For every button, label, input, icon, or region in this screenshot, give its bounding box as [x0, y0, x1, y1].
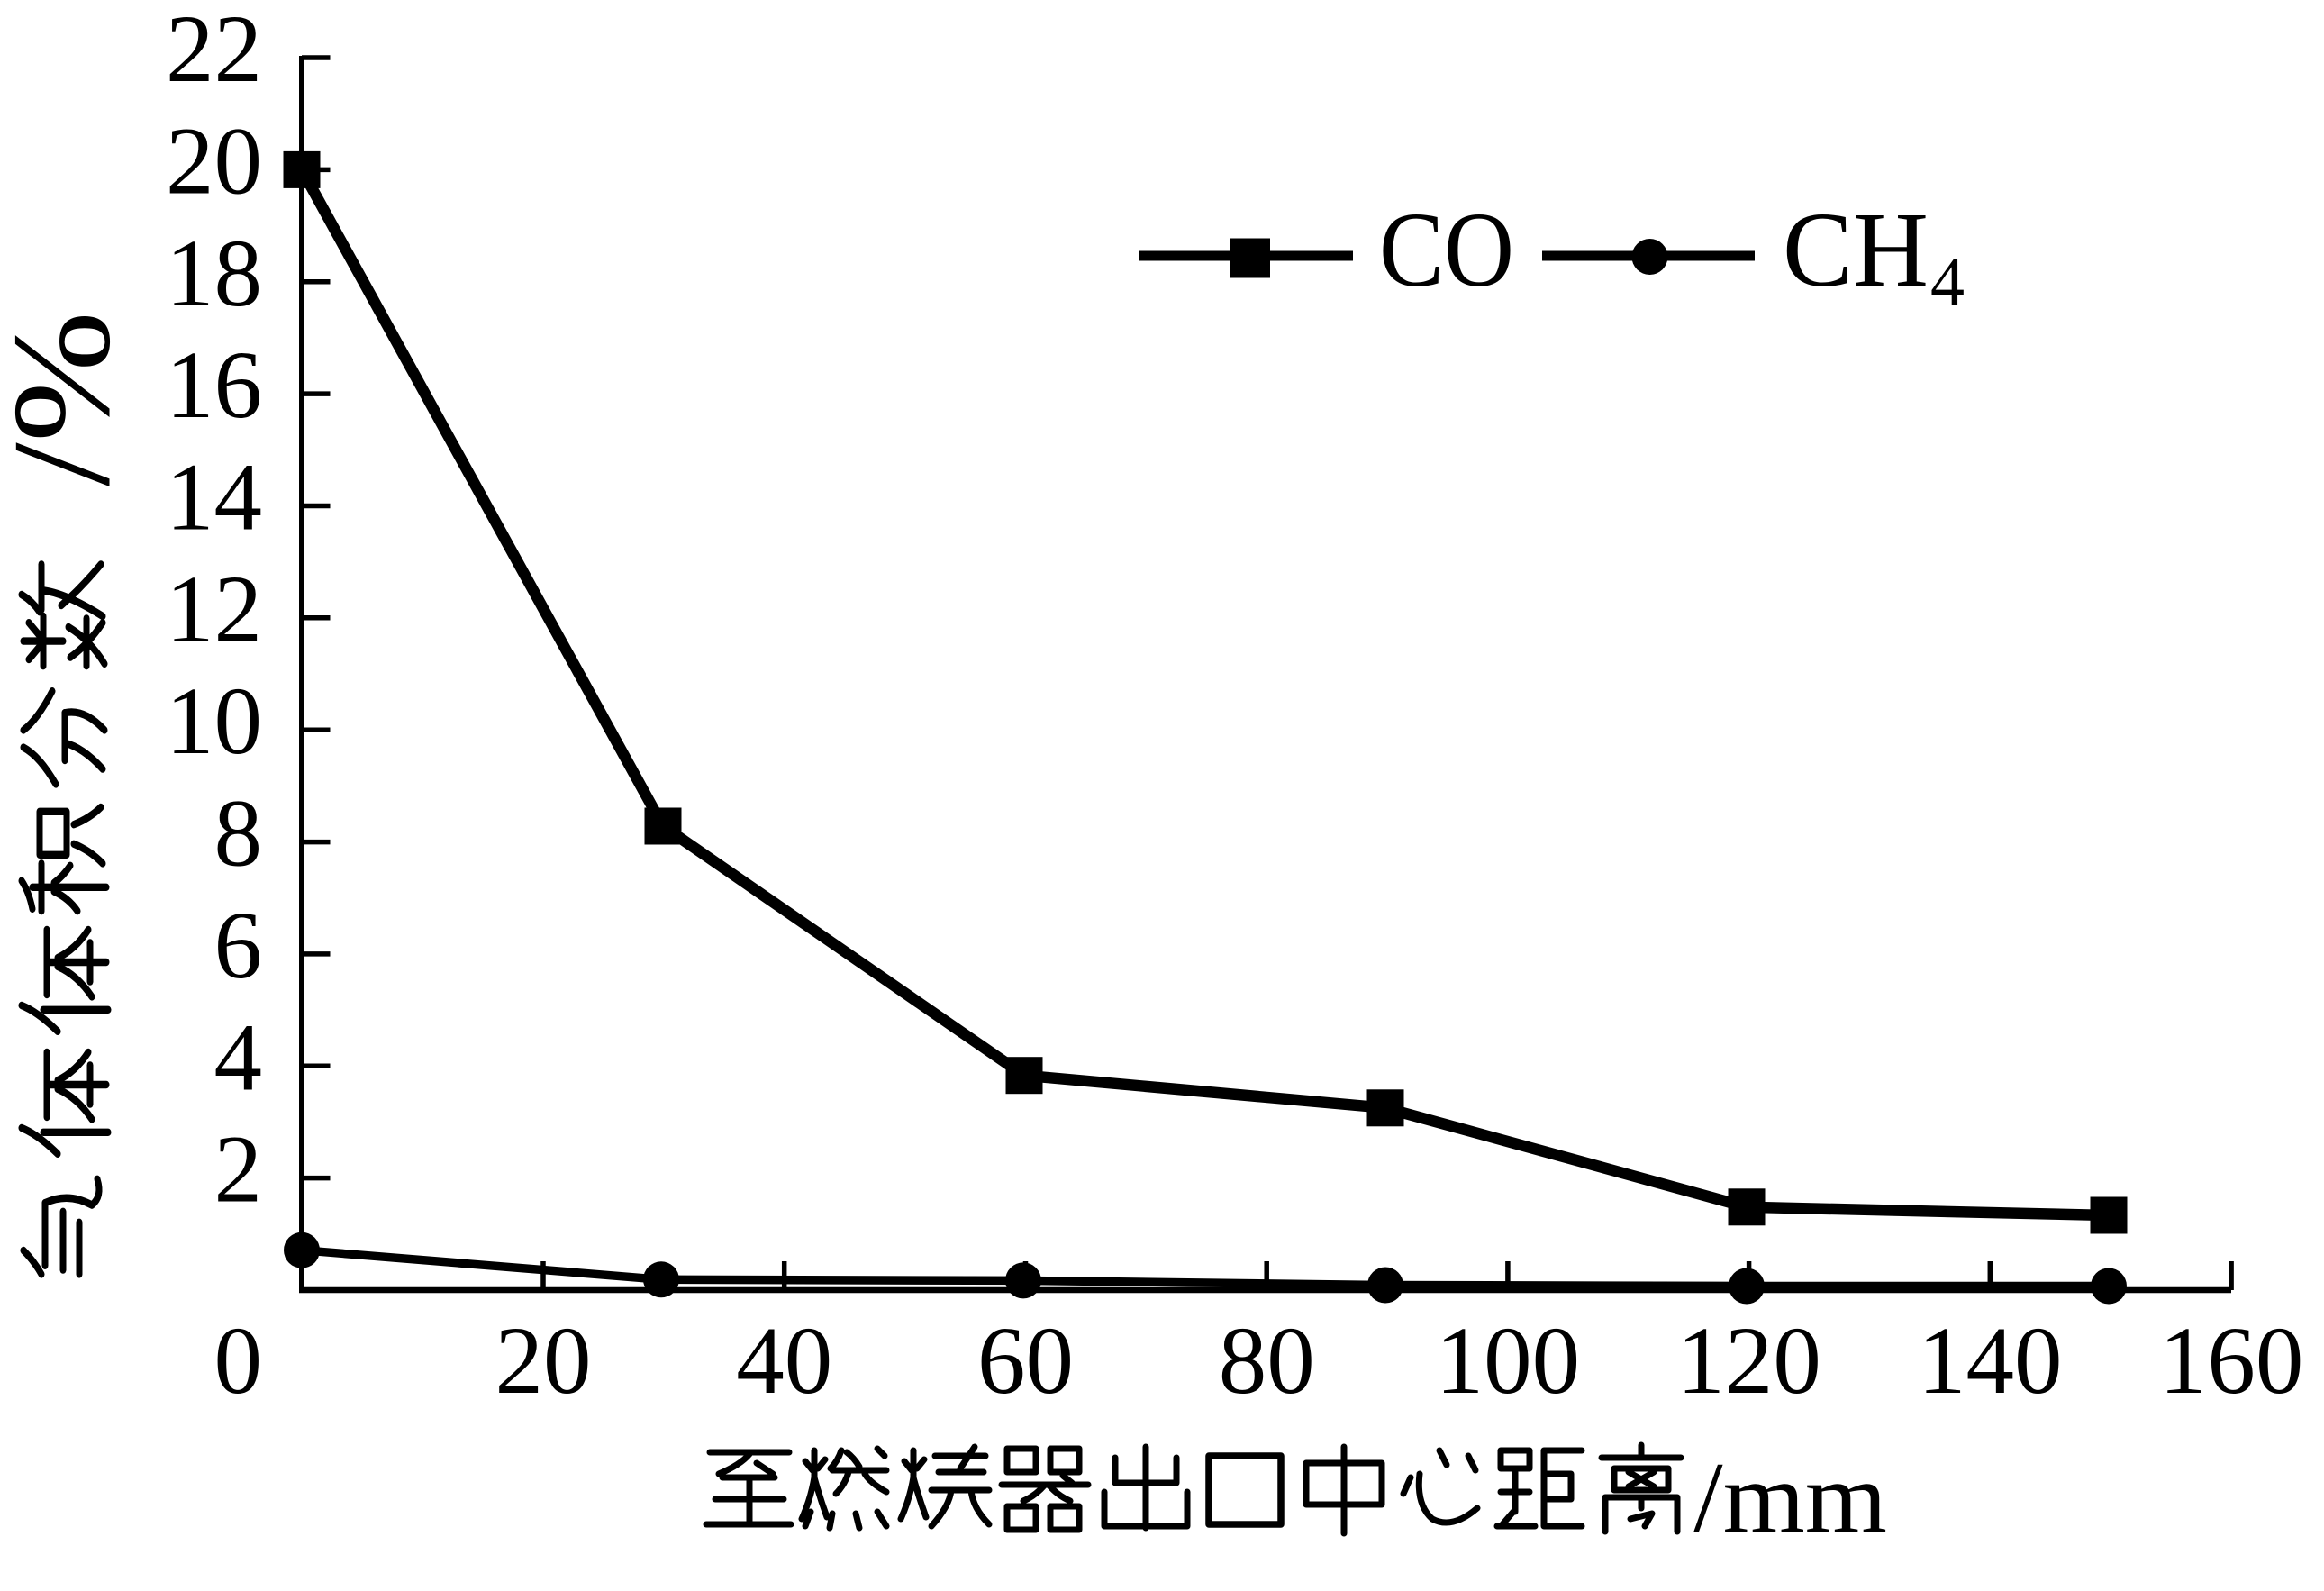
svg-text:CH: CH [1783, 190, 1929, 309]
svg-text:12: 12 [166, 557, 262, 663]
svg-text:60: 60 [977, 1308, 1074, 1414]
svg-text:/mm: /mm [1693, 1442, 1887, 1554]
svg-text:14: 14 [166, 445, 262, 551]
svg-text:10: 10 [166, 668, 262, 775]
svg-text:40: 40 [736, 1308, 832, 1414]
svg-text:100: 100 [1436, 1308, 1581, 1414]
svg-text:CO: CO [1379, 190, 1514, 309]
svg-text:4: 4 [1930, 244, 1965, 320]
svg-text:/%: /% [0, 311, 139, 486]
svg-text:120: 120 [1676, 1308, 1821, 1414]
svg-text:8: 8 [214, 781, 263, 887]
svg-text:20: 20 [166, 108, 262, 214]
svg-text:16: 16 [166, 332, 262, 439]
svg-text:0: 0 [214, 1308, 263, 1414]
svg-text:18: 18 [166, 221, 262, 327]
svg-text:4: 4 [214, 1005, 263, 1111]
svg-text:80: 80 [1219, 1308, 1315, 1414]
svg-text:20: 20 [495, 1308, 592, 1414]
svg-text:160: 160 [2159, 1308, 2304, 1414]
svg-text:6: 6 [214, 893, 263, 999]
svg-text:22: 22 [166, 0, 262, 103]
svg-text:140: 140 [1918, 1308, 2063, 1414]
svg-text:2: 2 [214, 1117, 263, 1223]
